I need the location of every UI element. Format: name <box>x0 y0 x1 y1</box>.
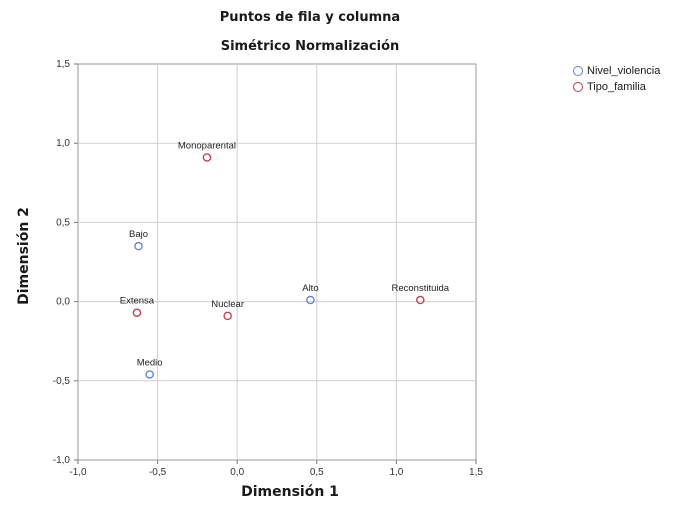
point-label: Nuclear <box>211 299 244 310</box>
legend-marker-circle-icon <box>573 82 583 92</box>
x-tick-label: 1,0 <box>389 467 403 478</box>
x-axis-label: Dimensión 1 <box>241 484 339 500</box>
data-point <box>306 295 315 305</box>
data-point <box>223 311 232 321</box>
data-point <box>134 241 143 251</box>
y-tick-label: 1,0 <box>56 138 70 149</box>
point-label: Extensa <box>120 296 155 307</box>
x-tick-label: 0,0 <box>230 467 244 478</box>
data-point <box>132 308 142 317</box>
legend-item-tipo-familia: Tipo_familia <box>573 79 660 95</box>
point-label: Monoparental <box>178 140 236 151</box>
plot-frame <box>77 63 477 461</box>
point-label: Medio <box>137 357 163 368</box>
chart-subtitle: Simétrico Normalización <box>220 39 400 54</box>
legend-marker-circle-icon <box>573 66 583 76</box>
legend-item-nivel-violencia: Nivel_violencia <box>573 63 660 79</box>
data-point <box>145 370 154 379</box>
point-label: Alto <box>302 283 318 294</box>
y-tick-label: 0,0 <box>56 297 70 308</box>
point-label: Reconstituida <box>391 283 449 294</box>
x-tick-label: 1,5 <box>469 467 483 478</box>
y-tick-label: -0,5 <box>53 376 71 387</box>
legend: Nivel_violencia Tipo_familia <box>573 63 660 95</box>
y-tick-label: 1,5 <box>56 59 70 70</box>
y-tick-label: 0,5 <box>56 217 70 228</box>
y-tick-label: -1,0 <box>53 455 71 466</box>
x-tick-label: 0,5 <box>310 467 324 478</box>
data-point <box>416 295 425 305</box>
point-label: Bajo <box>129 229 148 240</box>
data-point <box>202 153 212 162</box>
x-tick-label: -1,0 <box>69 467 87 478</box>
x-tick-label: -0,5 <box>149 467 167 478</box>
chart-title: Puntos de fila y columna <box>219 10 401 25</box>
legend-label: Tipo_familia <box>587 81 646 93</box>
legend-label: Nivel_violencia <box>587 65 661 77</box>
y-axis-label: Dimensión 2 <box>16 207 32 305</box>
